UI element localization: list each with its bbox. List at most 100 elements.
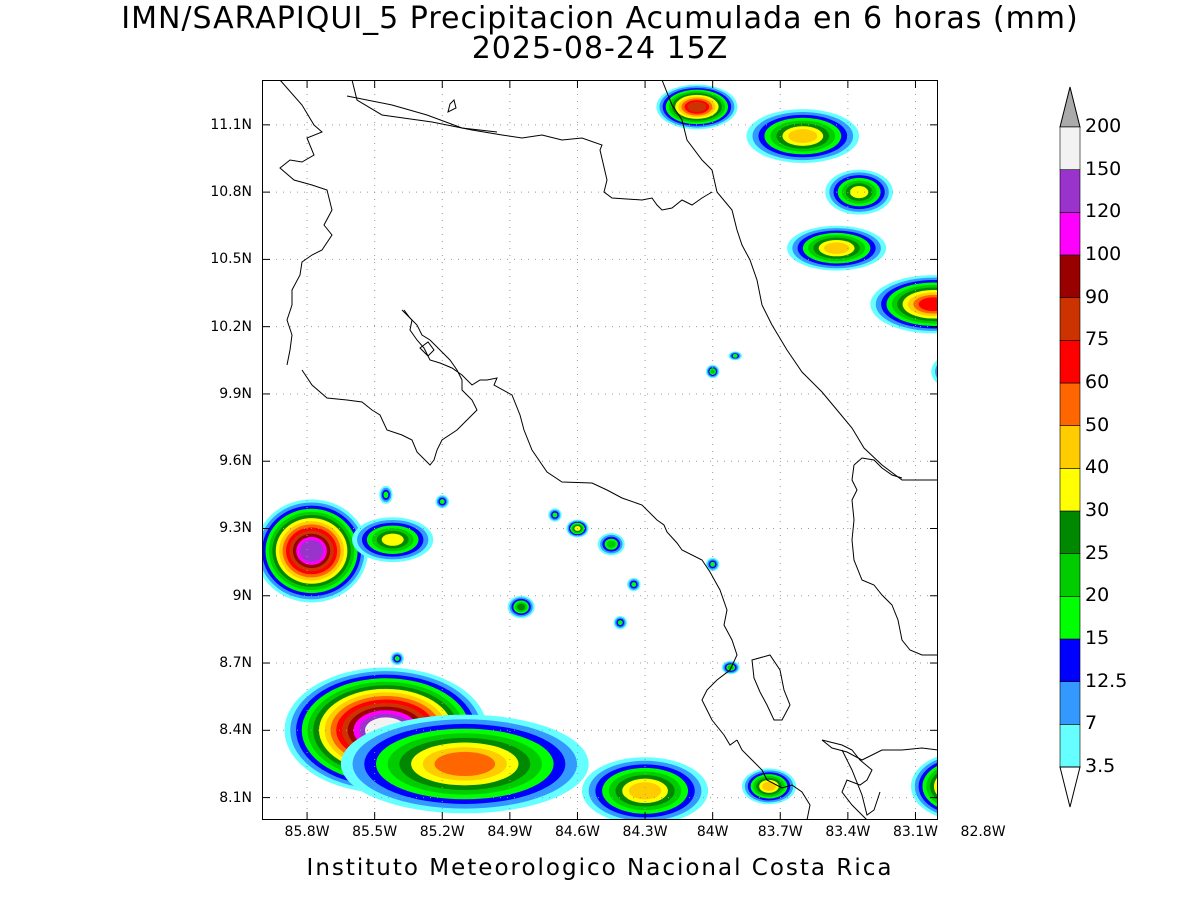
latitude-label: 10.5N [210, 251, 252, 268]
nicaragua-north-coast [279, 80, 333, 366]
map-border [262, 80, 938, 820]
limon-north-cell [870, 275, 938, 334]
panama-border [821, 739, 873, 820]
island-shape [447, 99, 457, 113]
contour-band [823, 242, 850, 254]
nicaragua-lake-cell [656, 84, 738, 130]
contour-band [918, 297, 938, 312]
latitude-label: 10.8N [210, 184, 252, 201]
precipitation-map [262, 80, 938, 820]
contour-band [710, 561, 716, 567]
colorbar-swatch [1059, 596, 1081, 640]
colorbar-over-triangle [1059, 86, 1081, 128]
latitude-label: 8.4N [219, 722, 252, 739]
central-cell-4 [548, 508, 562, 522]
latitude-label: 8.7N [219, 655, 252, 672]
contour-band [732, 353, 738, 358]
contour-band [687, 101, 707, 113]
colorbar-level-label: 50 [1085, 413, 1110, 436]
precipitation-field [262, 84, 938, 820]
longitude-label: 85.2W [419, 824, 465, 840]
longitude-label: 84.3W [622, 824, 668, 840]
colorbar-level-label: 120 [1085, 200, 1122, 223]
burica-point [841, 749, 881, 816]
contour-band [299, 540, 324, 562]
colorbar-swatch [1059, 510, 1081, 554]
colorbar-swatch [1059, 553, 1081, 597]
colorbar-swatch [1059, 425, 1081, 469]
longitude-label: 85.8W [284, 824, 330, 840]
lat-lon-grid [262, 80, 938, 820]
latitude-label: 11.1N [210, 116, 252, 133]
latitude-label: 10.2N [210, 318, 252, 335]
contour-band [517, 603, 526, 611]
colorbar-swatch [1059, 340, 1081, 384]
central-cell-12 [379, 485, 393, 504]
nicoya-gulf [401, 309, 738, 746]
longitude-label: 83.4W [825, 824, 871, 840]
colorbar-swatch [1059, 382, 1081, 426]
colorbar-swatch [1059, 724, 1081, 768]
contour-band [439, 499, 445, 505]
colorbar-swatch [1059, 297, 1081, 341]
central-cell-13 [390, 651, 404, 666]
contour-band [628, 782, 662, 800]
osa-offshore-cell [581, 757, 709, 820]
longitude-label: 83.7W [757, 824, 803, 840]
lake-nicaragua-top [346, 95, 498, 133]
nicoya-offshore-band [352, 517, 434, 563]
contour-band [710, 369, 715, 374]
latitude-label: 9.6N [219, 453, 252, 470]
central-cell-10 [728, 351, 742, 361]
bocas-coast [851, 457, 938, 656]
colorbar-level-label: 12.5 [1085, 669, 1128, 692]
tortuguero-cell [787, 225, 887, 271]
colorbar-swatch [1059, 126, 1081, 170]
central-cell-6 [613, 615, 628, 630]
colorbar-under-triangle [1059, 766, 1081, 808]
colorbar-level-label: 100 [1085, 243, 1122, 265]
colorbar-swatch [1059, 169, 1081, 213]
osa-peninsula [751, 654, 791, 721]
contour-band [552, 512, 558, 518]
colorbar-level-label: 25 [1085, 541, 1110, 564]
south-pacific-band [340, 714, 589, 814]
cr-nicaragua-border [661, 80, 938, 481]
contour-band [394, 656, 400, 661]
map-valid-time: 2025-08-24 15Z [471, 31, 729, 66]
central-cell-3 [507, 595, 535, 619]
colorbar-level-label: 60 [1085, 371, 1110, 393]
lake-nicaragua-shore [351, 80, 713, 211]
contour-band [434, 751, 496, 776]
central-cell-9 [705, 364, 720, 379]
latitude-label: 8.1N [219, 789, 252, 806]
guanacaste-west-cell [262, 499, 368, 603]
coastlines-and-borders [279, 80, 938, 820]
central-cell-2 [597, 532, 625, 556]
central-cell-7 [705, 557, 720, 572]
colorbar-level-label: 150 [1085, 157, 1122, 180]
san-juan-cell [746, 109, 860, 163]
contour-band [933, 776, 938, 796]
colorbar-level-label: 20 [1085, 584, 1110, 607]
longitude-label: 82.8W [960, 824, 1006, 840]
institution-credit: Instituto Meteorologico Nacional Costa R… [306, 855, 894, 881]
gulf-island [419, 341, 435, 357]
map-canvas [262, 80, 938, 820]
colorbar-swatch [1059, 468, 1081, 512]
colorbar [1059, 86, 1081, 808]
contour-band [606, 540, 616, 548]
colorbar-level-label: 75 [1085, 328, 1110, 351]
north-caribbean-cell [825, 169, 893, 215]
longitude-label: 84.6W [554, 824, 600, 840]
colorbar-level-label: 15 [1085, 627, 1110, 649]
longitude-label: 83.1W [892, 824, 938, 840]
golfo-dulce-coast [736, 739, 811, 820]
colorbar-swatch [1059, 212, 1081, 256]
contour-band [383, 491, 389, 499]
pacific-south-coast [821, 739, 938, 761]
central-cell-11 [435, 494, 450, 509]
latitude-label: 9.9N [219, 385, 252, 402]
central-cell-5 [627, 577, 641, 592]
burica-cell [910, 756, 938, 817]
